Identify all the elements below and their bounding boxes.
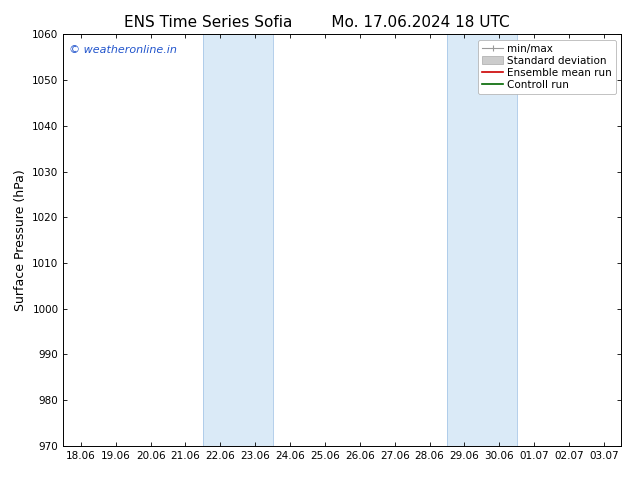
Legend: min/max, Standard deviation, Ensemble mean run, Controll run: min/max, Standard deviation, Ensemble me… xyxy=(478,40,616,94)
Text: © weatheronline.in: © weatheronline.in xyxy=(69,45,177,54)
Bar xyxy=(447,34,517,446)
Bar xyxy=(203,34,273,446)
Text: ENS Time Series Sofia        Mo. 17.06.2024 18 UTC: ENS Time Series Sofia Mo. 17.06.2024 18 … xyxy=(124,15,510,30)
Y-axis label: Surface Pressure (hPa): Surface Pressure (hPa) xyxy=(14,169,27,311)
